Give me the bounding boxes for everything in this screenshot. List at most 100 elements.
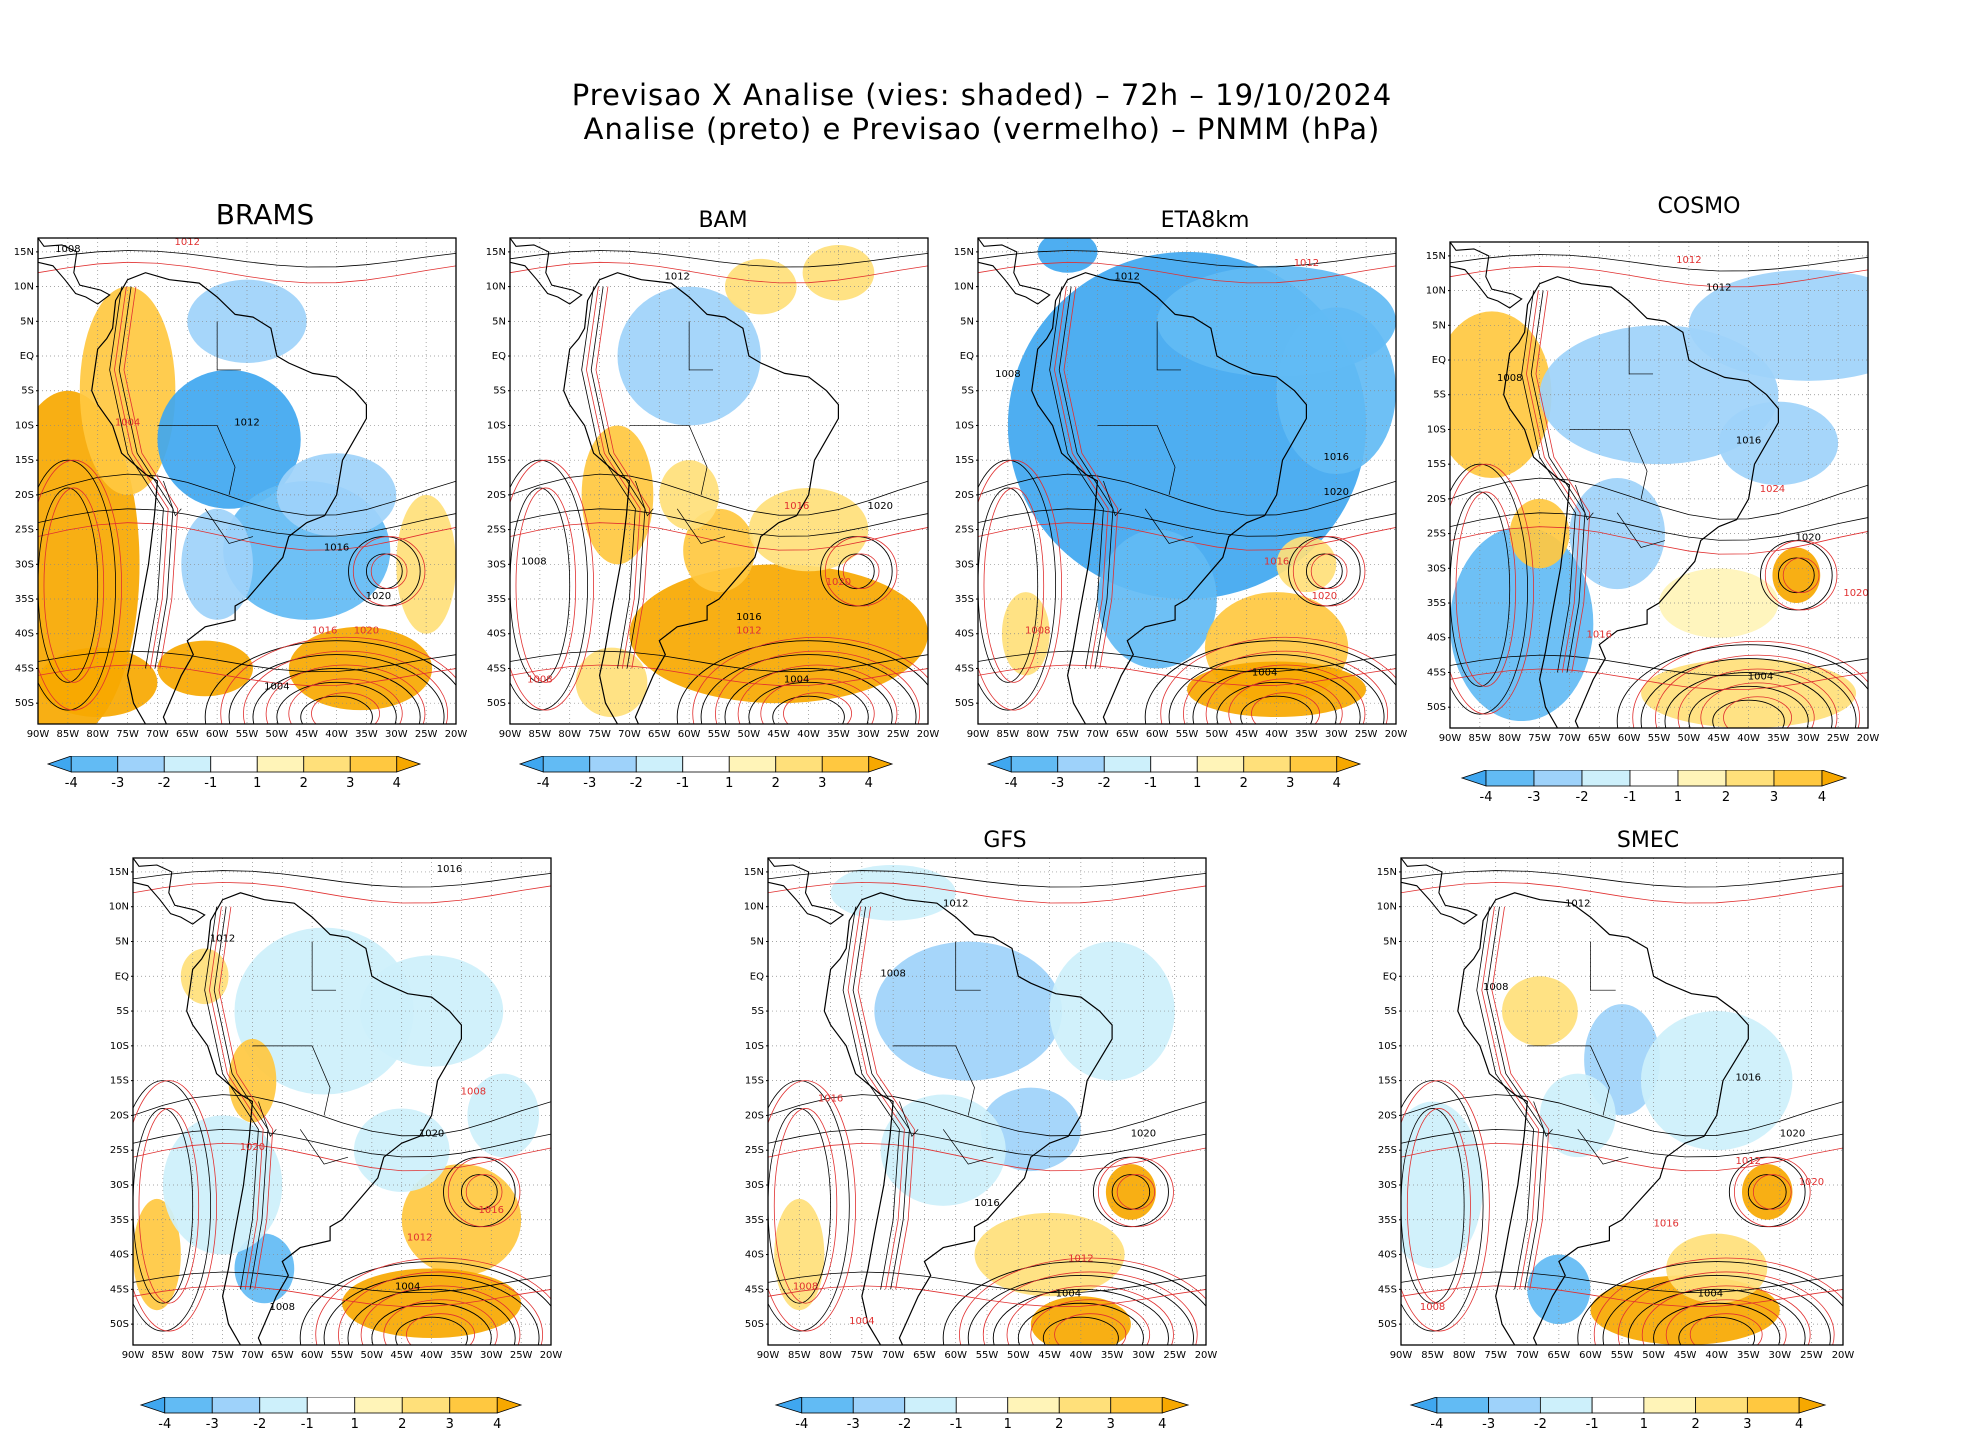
colorbar-tick-label: -1 (1624, 790, 1637, 805)
lon-tick-label: 30W (1325, 729, 1348, 740)
lon-tick-label: 85W (152, 1350, 175, 1361)
coastline-south-america (823, 892, 1113, 1345)
lon-tick-label: 55W (1648, 733, 1671, 744)
lon-tick-label: 80W (1498, 733, 1521, 744)
lat-tick-label: 45S (1378, 1284, 1397, 1295)
colorbar-tick-label: -4 (65, 776, 78, 791)
colorbar-bin (1725, 769, 1775, 787)
analysis-isobar-label: 1020 (868, 501, 893, 512)
lon-tick-label: 85W (529, 729, 552, 740)
lon-tick-label: 85W (1421, 1350, 1444, 1361)
lon-tick-label: 65W (1588, 733, 1611, 744)
colorbar-bin (635, 755, 684, 773)
lat-tick-label: 45S (487, 663, 506, 674)
lat-tick-label: 30S (955, 559, 974, 570)
lon-tick-label: 40W (1737, 733, 1760, 744)
lat-tick-label: 20S (1378, 1110, 1397, 1121)
lat-tick-label: 35S (745, 1215, 764, 1226)
lon-tick-label: 60W (301, 1350, 324, 1361)
colorbar-tick-label: 2 (1055, 1417, 1063, 1432)
colorbar: -4 -3 -2 -1 1 2 3 4 (764, 1396, 1200, 1439)
lat-tick-label: 35S (487, 594, 506, 605)
bias-shading-blob (1450, 311, 1552, 479)
bias-shading-blob (1772, 547, 1821, 604)
forecast-isobar-label: 1016 (784, 501, 809, 512)
bias-shading-blob (1641, 658, 1857, 728)
lat-tick-label: 25S (955, 525, 974, 536)
lon-tick-label: 55W (976, 1350, 999, 1361)
colorbar-tick-label: 3 (1743, 1417, 1751, 1432)
lon-tick-label: 40W (797, 729, 820, 740)
forecast-isobar-label: 1008 (1025, 626, 1050, 637)
colorbar-tick-label: 3 (346, 776, 354, 791)
lat-tick-label: 15N (1377, 867, 1397, 878)
lat-tick-label: EQ (115, 971, 129, 982)
colorbar-tick-label: 4 (493, 1417, 501, 1432)
colorbar: -4 -3 -2 -1 1 2 3 4 (36, 755, 432, 798)
lat-tick-label: 5S (493, 386, 506, 397)
lat-tick-label: 5N (960, 316, 974, 327)
lon-tick-label: 70W (146, 729, 169, 740)
bias-shading-blob (288, 626, 433, 711)
colorbar-tick-label: -3 (206, 1417, 219, 1432)
lat-tick-label: 50S (1378, 1319, 1397, 1330)
lon-tick-label: 90W (122, 1350, 145, 1361)
lat-tick-label: 45S (745, 1284, 764, 1295)
lon-tick-label: 25W (510, 1350, 533, 1361)
colorbar-tick-label: 4 (1158, 1417, 1166, 1432)
analysis-isobar-label: 1004 (784, 674, 809, 685)
lat-tick-label: 50S (110, 1319, 129, 1330)
lat-tick-label: 15S (1427, 459, 1446, 470)
lat-tick-label: 35S (15, 594, 34, 605)
colorbar-bin (955, 1396, 1009, 1414)
lat-tick-label: 5N (1432, 320, 1446, 331)
map-frame: 1012 1016 1008 1020 1004 1012 1016 1020 1008 15N 1… (950, 190, 1408, 746)
colorbar-tick-label: 1 (253, 776, 261, 791)
colorbar: -4 -3 -2 -1 1 2 3 4 (129, 1396, 533, 1439)
lat-tick-label: 5S (1384, 1006, 1397, 1017)
colorbar-bin (210, 755, 258, 773)
panel-eta8km: ETA8km 1012 1016 1008 1020 1004 1012 1016 1020 1… (950, 190, 1430, 810)
lon-tick-label: 50W (1206, 729, 1229, 740)
forecast-isobar-label: 1020 (826, 577, 851, 588)
lat-tick-label: 35S (1427, 598, 1446, 609)
colorbar-bin (349, 755, 398, 773)
lon-tick-label: 35W (355, 729, 378, 740)
lat-tick-label: 50S (955, 698, 974, 709)
lon-tick-label: 75W (116, 729, 139, 740)
bias-shading-blob (724, 258, 797, 315)
forecast-isobar-label: 1012 (736, 626, 761, 637)
lon-tick-label: 35W (827, 729, 850, 740)
lon-tick-label: 65W (271, 1350, 294, 1361)
forecast-isobar-label: 1020 (240, 1142, 265, 1153)
panel-title: SMEC (1616, 828, 1680, 853)
lat-tick-label: 15S (110, 1076, 129, 1087)
map-svg: 1016 1012 1008 1020 1004 1012 1016 1020 1008 15N 1… (109, 857, 562, 1361)
colorbar-bin (1010, 755, 1059, 773)
lon-tick-label: 70W (1086, 729, 1109, 740)
bias-shading-blob (1097, 529, 1217, 669)
colorbar-tick-label: 4 (393, 776, 401, 791)
lat-tick-label: 35S (110, 1215, 129, 1226)
bias-shading-blob (1666, 1233, 1768, 1304)
colorbar-bin (1695, 1396, 1748, 1414)
colorbar-bin (1057, 755, 1105, 773)
lon-tick-label: 80W (1026, 729, 1049, 740)
lon-tick-label: 25W (415, 729, 438, 740)
colorbar-tick-label: -2 (1098, 776, 1111, 791)
lon-tick-label: 50W (738, 729, 761, 740)
coastline-south-america (1503, 276, 1779, 728)
panel-title: BRAMS (215, 198, 315, 231)
colorbar-bin (1643, 1396, 1697, 1414)
lon-tick-label: 30W (1132, 1350, 1155, 1361)
lon-tick-label: 35W (1767, 733, 1790, 744)
lat-tick-label: 50S (1427, 702, 1446, 713)
colorbar-tick-label: 4 (1818, 790, 1826, 805)
lon-tick-label: 35W (1295, 729, 1318, 740)
lon-tick-label: 65W (1116, 729, 1139, 740)
lat-tick-label: 40S (487, 629, 506, 640)
colorbar-bin (449, 1396, 498, 1414)
analysis-isobar-label: 1016 (324, 542, 349, 553)
map-svg: 1008 1012 1016 1020 1004 1012 1016 1020 1004 15N 1… (14, 237, 468, 740)
panel-cosmo: COSMO 1012 1008 1016 1020 1004 1012 1016 1020 10… (1424, 190, 1914, 810)
